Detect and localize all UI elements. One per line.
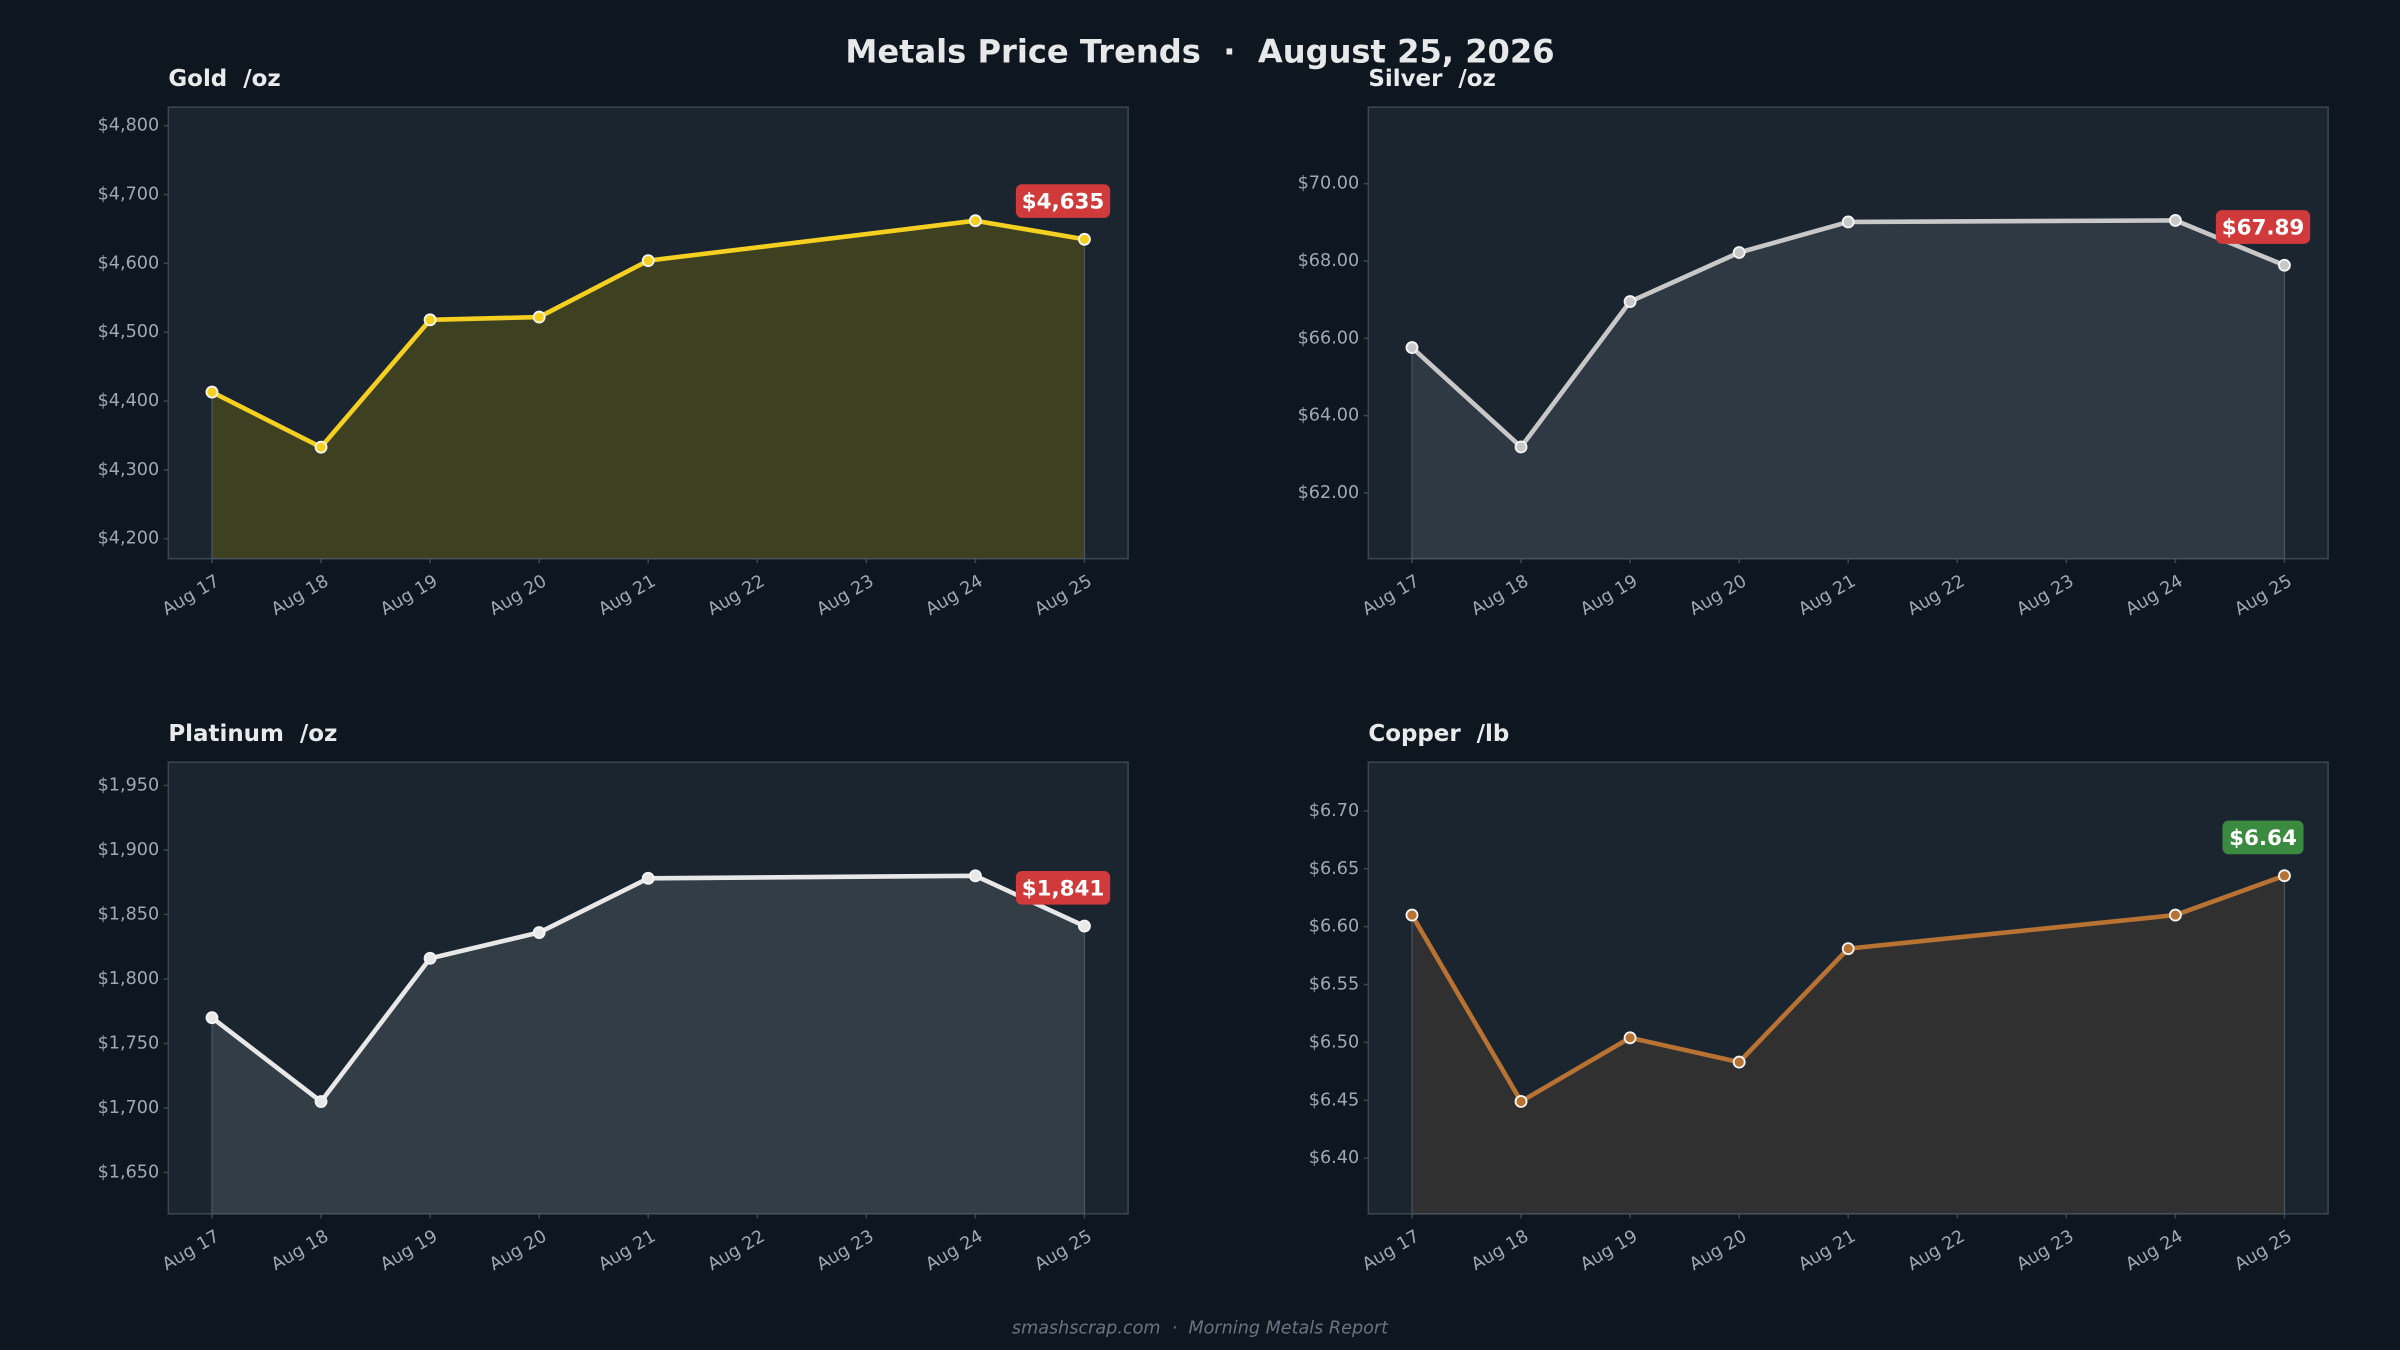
panel-title: Silver /oz [1368, 66, 1496, 92]
y-tick-label: $4,400 [98, 391, 160, 411]
point [641, 871, 655, 885]
panel-title: Platinum /oz [168, 721, 337, 747]
value-label: $6.64 [2229, 826, 2297, 851]
point [205, 1011, 219, 1025]
point [1623, 295, 1637, 309]
point [2168, 908, 2182, 922]
point [1841, 942, 1855, 956]
panel-title: Gold /oz [168, 66, 280, 92]
point [2278, 258, 2291, 272]
y-tick-label: $6.50 [1309, 1032, 1359, 1052]
y-tick-label: $1,650 [98, 1162, 160, 1182]
point [1514, 440, 1528, 454]
point [1732, 246, 1746, 259]
y-tick-label: $4,600 [98, 253, 160, 273]
point [314, 1095, 328, 1108]
point [2168, 213, 2182, 227]
y-tick-label: $4,500 [98, 322, 160, 342]
y-tick-label: $6.55 [1309, 975, 1359, 995]
value-label: $4,635 [1022, 190, 1105, 215]
y-tick-label: $62.00 [1298, 483, 1360, 503]
y-tick-label: $64.00 [1298, 406, 1360, 426]
point [1078, 919, 1091, 933]
y-tick-label: $4,700 [98, 185, 160, 205]
y-tick-label: $6.60 [1309, 917, 1359, 937]
point [968, 869, 982, 883]
y-tick-label: $6.65 [1309, 859, 1359, 879]
y-tick-label: $68.00 [1298, 251, 1360, 271]
point [1732, 1055, 1746, 1069]
panel-title: Copper /lb [1368, 721, 1509, 747]
y-tick-label: $70.00 [1298, 174, 1360, 194]
point [1405, 908, 1419, 922]
value-badge [2222, 820, 2304, 855]
y-tick-label: $6.45 [1309, 1090, 1359, 1110]
value-badge [2215, 210, 2311, 244]
y-tick-label: $4,300 [98, 460, 160, 480]
point [641, 254, 655, 268]
point [1405, 341, 1419, 355]
point [314, 440, 328, 454]
point [1078, 232, 1091, 246]
y-tick-label: $4,200 [98, 529, 160, 549]
y-tick-label: $1,950 [98, 775, 160, 795]
y-tick-label: $1,800 [98, 969, 160, 989]
y-tick-label: $66.00 [1298, 328, 1360, 348]
value-badge [1015, 184, 1111, 218]
value-badge [1015, 870, 1111, 905]
y-tick-label: $1,700 [98, 1098, 160, 1118]
point [532, 926, 546, 939]
y-tick-label: $1,850 [98, 904, 160, 924]
point [423, 951, 437, 965]
point [423, 313, 437, 327]
y-tick-label: $1,900 [98, 840, 160, 860]
value-label: $1,841 [1022, 876, 1105, 901]
footer: smashscrap.com · Morning Metals Report [1012, 1319, 1389, 1339]
y-tick-label: $4,800 [98, 116, 160, 136]
main-title: Metals Price Trends · August 25, 2026 [845, 33, 1554, 71]
point [1514, 1095, 1528, 1108]
y-tick-label: $6.40 [1309, 1148, 1359, 1168]
point [968, 214, 982, 228]
point [532, 310, 546, 324]
y-tick-label: $1,750 [98, 1033, 160, 1053]
point [205, 385, 219, 399]
point [2278, 869, 2291, 883]
y-tick-label: $6.70 [1309, 801, 1359, 821]
value-label: $67.89 [2222, 216, 2305, 241]
point [1841, 215, 1855, 229]
point [1623, 1031, 1637, 1045]
